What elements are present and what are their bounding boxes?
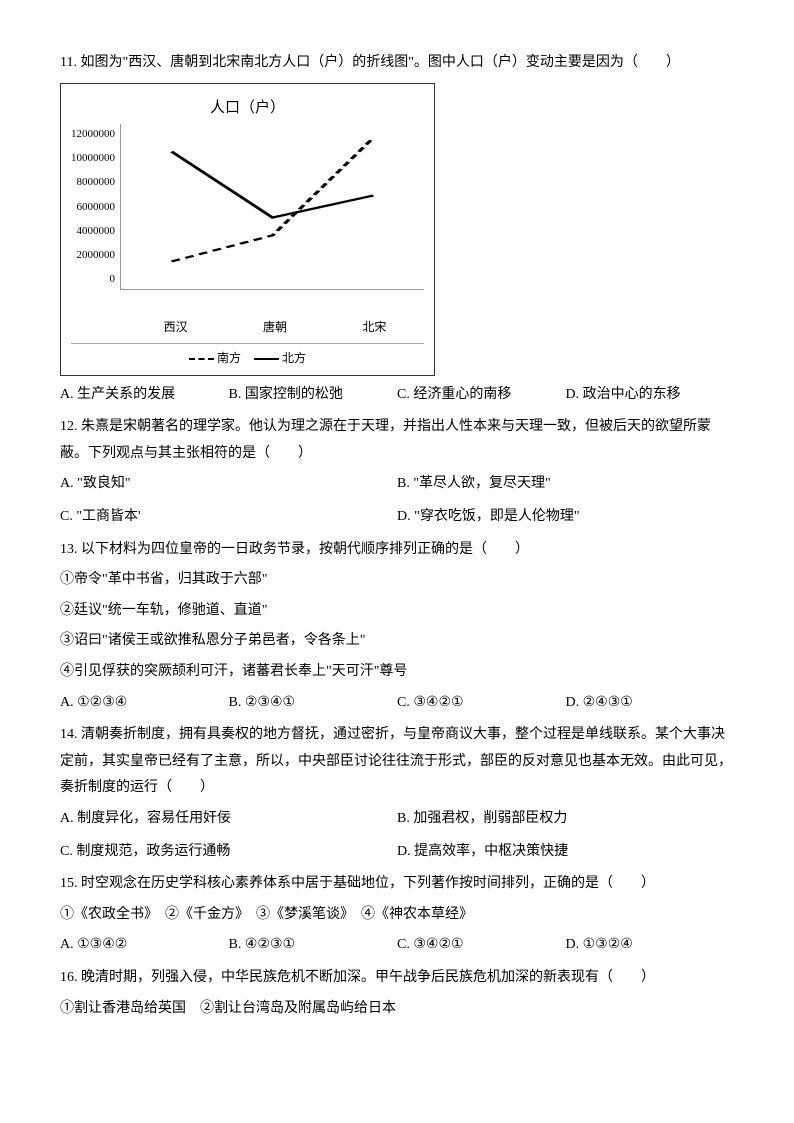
q13-item1: ①帝令"革中书省，归其政于六部" xyxy=(60,567,734,594)
q14-text: 14. 清朝奏折制度，拥有具奏权的地方督抚，通过密折，与皇帝商议大事，整个过程是… xyxy=(60,722,734,802)
option-c: C. ③④②① xyxy=(397,690,566,717)
option-d: D. 提高效率，中枢决策快捷 xyxy=(397,839,734,866)
population-chart: 人口（户） 12000000 10000000 8000000 6000000 … xyxy=(60,83,435,376)
xlabel: 北宋 xyxy=(362,316,386,339)
q14-options-1: A. 制度异化，容易任用奸佞 B. 加强君权，削弱部臣权力 xyxy=(60,806,734,833)
north-line xyxy=(172,152,374,218)
option-b: B. 加强君权，削弱部臣权力 xyxy=(397,806,734,833)
chart-area: 12000000 10000000 8000000 6000000 400000… xyxy=(71,124,424,314)
legend-south: 南方 xyxy=(217,351,241,365)
legend-north: 北方 xyxy=(282,351,306,365)
ytick: 0 xyxy=(110,269,116,290)
plot-area xyxy=(120,124,424,290)
q13-item2: ②廷议"统一车轨，修驰道、直道" xyxy=(60,598,734,625)
q15-options: A. ①③④② B. ④②③① C. ③④②① D. ①③②④ xyxy=(60,932,734,959)
legend-solid-icon xyxy=(254,358,279,360)
xlabel: 唐朝 xyxy=(263,316,287,339)
q11-options: A. 生产关系的发展 B. 国家控制的松弛 C. 经济重心的南移 D. 政治中心… xyxy=(60,382,734,409)
question-15: 15. 时空观念在历史学科核心素养体系中居于基础地位，下列著作按时间排列，正确的… xyxy=(60,871,734,959)
q12-options-1: A. "致良知" B. "革尽人欲，复尽天理" xyxy=(60,471,734,498)
q12-text: 12. 朱熹是宋朝著名的理学家。他认为理之源在于天理，并指出人性本来与天理一致，… xyxy=(60,414,734,467)
question-12: 12. 朱熹是宋朝著名的理学家。他认为理之源在于天理，并指出人性本来与天理一致，… xyxy=(60,414,734,530)
chart-title: 人口（户） xyxy=(71,94,424,123)
q15-items: ①《农政全书》 ②《千金方》 ③《梦溪笔谈》 ④《神农本草经》 xyxy=(60,902,734,929)
option-a: A. ①②③④ xyxy=(60,690,229,717)
xlabel: 西汉 xyxy=(164,316,188,339)
option-a: A. "致良知" xyxy=(60,471,397,498)
question-14: 14. 清朝奏折制度，拥有具奏权的地方督抚，通过密折，与皇帝商议大事，整个过程是… xyxy=(60,722,734,865)
ytick: 6000000 xyxy=(77,197,116,218)
q12-options-2: C. "工商皆本' D. "穿衣吃饭，即是人伦物理" xyxy=(60,504,734,531)
option-b: B. ④②③① xyxy=(229,932,398,959)
ytick: 8000000 xyxy=(77,172,116,193)
option-a: A. 制度异化，容易任用奸佞 xyxy=(60,806,397,833)
ytick: 10000000 xyxy=(71,148,115,169)
option-a: A. 生产关系的发展 xyxy=(60,382,229,409)
option-b: B. ②③④① xyxy=(229,690,398,717)
q13-text: 13. 以下材料为四位皇帝的一日政务节录，按朝代顺序排列正确的是（ ） xyxy=(60,537,734,564)
question-13: 13. 以下材料为四位皇帝的一日政务节录，按朝代顺序排列正确的是（ ） ①帝令"… xyxy=(60,537,734,717)
ytick: 2000000 xyxy=(77,245,116,266)
chart-legend: 南方 北方 xyxy=(71,343,424,370)
q14-options-2: C. 制度规范，政务运行通畅 D. 提高效率，中枢决策快捷 xyxy=(60,839,734,866)
option-d: D. "穿衣吃饭，即是人伦物理" xyxy=(397,504,734,531)
option-d: D. 政治中心的东移 xyxy=(566,382,735,409)
chart-lines xyxy=(121,124,424,289)
question-11: 11. 如图为"西汉、唐朝到北宋南北方人口（户）的折线图"。图中人口（户）变动主… xyxy=(60,50,734,408)
q13-item4: ④引见俘获的突厥颉利可汗，诸蕃君长奉上"天可汗"尊号 xyxy=(60,659,734,686)
q16-items: ①割让香港岛给英国 ②割让台湾岛及附属岛屿给日本 xyxy=(60,996,734,1023)
option-d: D. ①③②④ xyxy=(566,932,735,959)
question-16: 16. 晚清时期，列强入侵，中华民族危机不断加深。甲午战争后民族危机加深的新表现… xyxy=(60,965,734,1022)
y-axis: 12000000 10000000 8000000 6000000 400000… xyxy=(71,124,120,290)
option-c: C. 制度规范，政务运行通畅 xyxy=(60,839,397,866)
option-b: B. 国家控制的松弛 xyxy=(229,382,398,409)
option-c: C. ③④②① xyxy=(397,932,566,959)
x-axis: 西汉 唐朝 北宋 xyxy=(126,316,424,339)
legend-dash-icon xyxy=(189,358,214,360)
q13-item3: ③诏曰"诸侯王或欲推私恩分子弟邑者，令各条上" xyxy=(60,628,734,655)
option-c: C. 经济重心的南移 xyxy=(397,382,566,409)
q11-text: 11. 如图为"西汉、唐朝到北宋南北方人口（户）的折线图"。图中人口（户）变动主… xyxy=(60,50,734,77)
q16-text: 16. 晚清时期，列强入侵，中华民族危机不断加深。甲午战争后民族危机加深的新表现… xyxy=(60,965,734,992)
q15-text: 15. 时空观念在历史学科核心素养体系中居于基础地位，下列著作按时间排列，正确的… xyxy=(60,871,734,898)
q13-options: A. ①②③④ B. ②③④① C. ③④②① D. ②④③① xyxy=(60,690,734,717)
option-b: B. "革尽人欲，复尽天理" xyxy=(397,471,734,498)
option-a: A. ①③④② xyxy=(60,932,229,959)
ytick: 4000000 xyxy=(77,221,116,242)
option-d: D. ②④③① xyxy=(566,690,735,717)
ytick: 12000000 xyxy=(71,124,115,145)
option-c: C. "工商皆本' xyxy=(60,504,397,531)
south-line xyxy=(172,138,374,262)
